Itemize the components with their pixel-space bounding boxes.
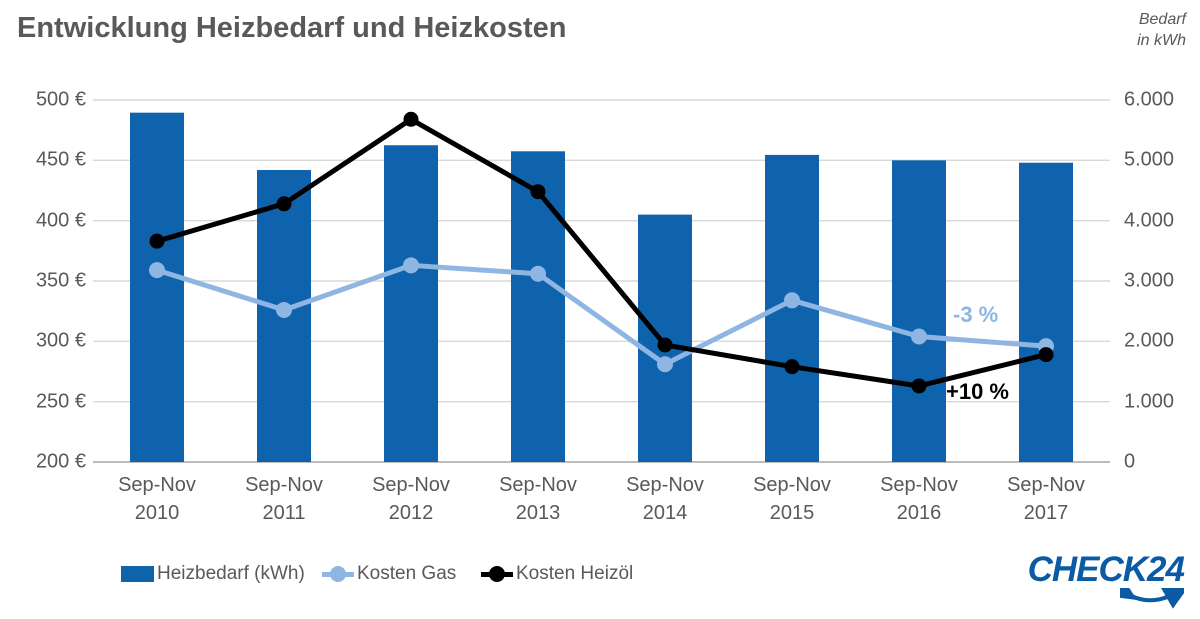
x-axis-label-period: Sep-Nov	[118, 474, 196, 496]
annotation-gas-change: -3 %	[953, 302, 999, 327]
y-axis-label-left: 400 €	[35, 209, 86, 232]
heizbedarf-bar-2016	[892, 160, 946, 463]
gas-point-2015	[784, 292, 800, 309]
x-axis-label-period: Sep-Nov	[880, 474, 958, 496]
gas-point-2016	[911, 328, 927, 345]
heizbedarf-bar-2013	[511, 151, 565, 463]
legend-item-gas: Kosten Gas	[322, 561, 456, 587]
gas-point-2013	[530, 265, 546, 282]
gas-point-2012	[403, 257, 419, 274]
heizbedarf-bar-swatch-icon	[121, 566, 154, 582]
y-axis-label-right: 2.000	[1124, 329, 1175, 352]
oil-point-2017	[1038, 347, 1054, 363]
y-axis-label-right: 4.000	[1124, 209, 1175, 232]
legend-label-heizoel: Kosten Heizöl	[516, 563, 634, 584]
x-axis-label: Sep-Nov 2010	[92, 471, 222, 527]
x-axis-label: Sep-Nov 2016	[854, 471, 984, 527]
oil-point-2013	[530, 184, 546, 200]
heizbedarf-bar-2010	[130, 112, 184, 463]
gas-line-marker-icon	[322, 565, 354, 583]
heizbedarf-bar-2012	[384, 145, 438, 462]
x-axis-label-year: 2012	[388, 502, 434, 524]
oil-point-2014	[657, 337, 673, 353]
oil-point-2011	[276, 196, 292, 212]
gas-point-2011	[276, 301, 292, 318]
x-axis-label-year: 2014	[642, 502, 688, 524]
y-axis-label-left: 300 €	[35, 329, 86, 352]
y-axis-label-right: 3.000	[1124, 269, 1175, 292]
annotation-oil-change: +10 %	[946, 379, 1009, 404]
x-axis-label-period: Sep-Nov	[372, 474, 450, 496]
legend-label-heizbedarf: Heizbedarf (kWh)	[157, 563, 305, 584]
oil-line	[154, 116, 1049, 389]
y-axis-label-left: 450 €	[35, 148, 86, 171]
x-axis-label-year: 2013	[515, 502, 561, 524]
x-axis-label-year: 2017	[1023, 502, 1069, 524]
y-axis-label-right: 0	[1124, 450, 1136, 473]
heizbedarf-bar-2017	[1019, 162, 1073, 462]
page-title: Entwicklung Heizbedarf und Heizkosten	[17, 12, 567, 44]
x-axis-label: Sep-Nov 2011	[219, 471, 349, 527]
right-axis-title-line1: Bedarf	[1138, 11, 1186, 28]
x-axis-label-year: 2011	[262, 502, 306, 524]
y-axis-label-left: 500 €	[35, 88, 86, 111]
x-axis-label-period: Sep-Nov	[626, 474, 704, 496]
check24-logo-text: CHECK24	[1027, 550, 1185, 589]
oil-point-2016	[911, 378, 927, 394]
x-axis-label: Sep-Nov 2013	[473, 471, 603, 527]
x-axis-label-year: 2015	[769, 502, 815, 524]
y-axis-label-right: 1.000	[1124, 390, 1175, 413]
y-axis-label-right: 5.000	[1124, 148, 1175, 171]
x-axis-label: Sep-Nov 2015	[727, 471, 857, 527]
check24-logo: CHECK24	[1004, 550, 1185, 610]
gas-line	[154, 262, 1049, 367]
oil-point-2015	[784, 359, 800, 375]
right-axis-title-line2: in kWh	[1137, 31, 1186, 49]
oil-point-2010	[149, 233, 165, 249]
gas-point-2010	[149, 262, 165, 279]
check24-smile-arrow-icon	[1120, 588, 1184, 609]
right-axis-title: Bedarf in kWh	[1137, 10, 1186, 52]
x-axis-label-year: 2016	[896, 502, 942, 524]
x-axis-label-year: 2010	[134, 502, 180, 524]
y-axis-label-right: 6.000	[1124, 88, 1175, 111]
x-axis-label: Sep-Nov 2012	[346, 471, 476, 527]
x-axis-label-period: Sep-Nov	[753, 474, 831, 496]
x-axis-label: Sep-Nov 2014	[600, 471, 730, 527]
x-axis-label-period: Sep-Nov	[1007, 474, 1085, 496]
x-axis-label-period: Sep-Nov	[499, 474, 577, 496]
x-axis-label-period: Sep-Nov	[245, 474, 323, 496]
y-axis-label-left: 200 €	[35, 450, 86, 473]
oil-point-2012	[403, 111, 419, 127]
legend-label-gas: Kosten Gas	[357, 563, 457, 584]
legend-item-heizbedarf: Heizbedarf (kWh)	[121, 561, 305, 587]
x-axis-label: Sep-Nov 2017	[981, 471, 1111, 527]
gas-point-2014	[657, 356, 673, 373]
legend-item-heizoel: Kosten Heizöl	[481, 561, 633, 587]
y-axis-label-left: 250 €	[35, 390, 86, 413]
y-axis-label-left: 350 €	[35, 269, 86, 292]
oil-line-marker-icon	[481, 565, 513, 583]
